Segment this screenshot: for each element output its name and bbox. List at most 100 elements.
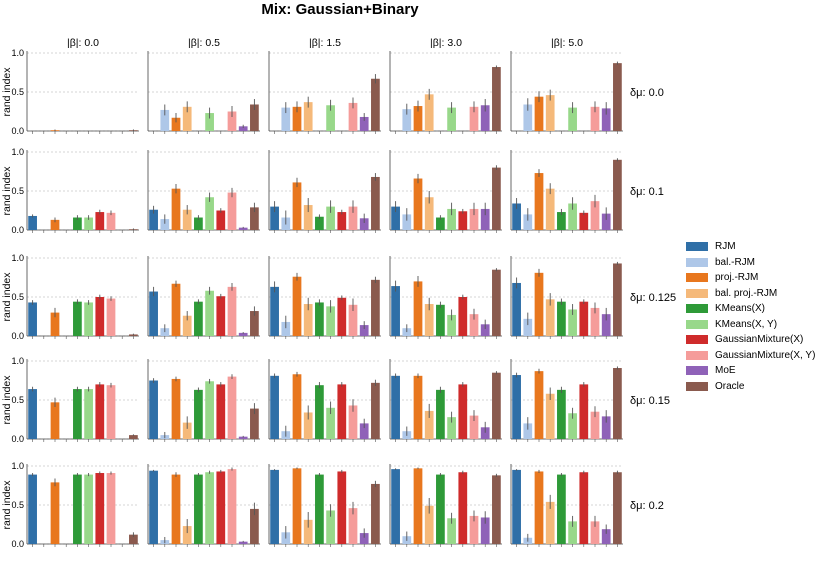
bar-9 — [492, 475, 501, 544]
bar-4 — [436, 389, 445, 439]
bar-8 — [238, 332, 248, 336]
bar-4 — [436, 217, 445, 230]
bar-2 — [534, 471, 544, 544]
bar-9 — [250, 508, 259, 544]
bar-2 — [50, 482, 60, 544]
legend-label: KMeans(X) — [715, 303, 766, 315]
bar-3 — [303, 519, 313, 544]
bar-6 — [216, 384, 226, 439]
bar-8 — [601, 108, 611, 131]
bar-0 — [391, 469, 400, 544]
bar-9 — [492, 372, 501, 439]
bar-4 — [315, 302, 324, 336]
bar-8 — [480, 324, 490, 336]
bar-0 — [391, 375, 400, 439]
bar-0 — [512, 375, 521, 439]
y-tick-label: 0.0 — [11, 331, 24, 341]
row-label: δμ: 0.125 — [630, 292, 676, 304]
bar-1 — [523, 214, 533, 230]
bar-2 — [413, 178, 423, 230]
bar-1 — [281, 107, 291, 131]
bar-0 — [512, 282, 521, 336]
bar-3 — [545, 393, 555, 439]
legend-item: GaussianMixture(X, Y) — [686, 348, 815, 364]
bar-8 — [480, 517, 490, 544]
y-tick-label: 0.0 — [11, 225, 24, 235]
bar-4 — [194, 301, 203, 336]
row-label: δμ: 0.1 — [630, 186, 664, 198]
legend: RJM bal.-RJM proj.-RJM bal. proj.-RJM KMeans… — [686, 239, 815, 394]
bar-1 — [160, 219, 170, 230]
bar-4 — [73, 217, 82, 230]
bar-4 — [557, 212, 566, 230]
y-tick-label: 0.0 — [11, 539, 24, 549]
bar-4 — [557, 301, 566, 336]
y-tick-label: 0.5 — [11, 87, 24, 97]
legend-item: bal.-RJM — [686, 255, 815, 271]
bar-8 — [601, 314, 611, 336]
bar-9 — [371, 483, 380, 544]
bar-3 — [545, 501, 555, 544]
bar-7 — [590, 307, 600, 336]
bar-5 — [447, 417, 456, 439]
bar-3 — [182, 315, 192, 336]
bar-9 — [371, 176, 380, 230]
bar-0 — [391, 286, 400, 336]
bar-7 — [106, 298, 116, 336]
bar-9 — [250, 207, 259, 230]
bar-2 — [413, 468, 423, 544]
bar-8 — [238, 227, 248, 230]
bar-2 — [534, 96, 544, 131]
bar-8 — [601, 213, 611, 230]
column-title: |β|: 5.0 — [551, 37, 583, 49]
bar-7 — [590, 411, 600, 439]
bar-7 — [590, 521, 600, 544]
bar-5 — [568, 203, 577, 230]
bar-8 — [238, 541, 248, 544]
legend-label: bal. proj.-RJM — [715, 287, 778, 299]
bar-3 — [303, 205, 313, 230]
bar-0 — [149, 380, 158, 439]
bar-2 — [413, 106, 423, 131]
y-axis-label: rand index — [1, 480, 13, 530]
bar-3 — [182, 106, 192, 131]
legend-item: GaussianMixture(X) — [686, 332, 815, 348]
y-tick-label: 0.0 — [11, 434, 24, 444]
bar-8 — [359, 218, 369, 230]
bar-0 — [391, 206, 400, 230]
bar-4 — [73, 389, 82, 439]
bar-6 — [579, 301, 589, 336]
legend-label: KMeans(X, Y) — [715, 318, 778, 330]
chart-title: Mix: Gaussian+Binary — [261, 1, 419, 18]
legend-swatch — [686, 381, 708, 391]
bar-0 — [28, 215, 37, 230]
bar-6 — [216, 471, 226, 544]
bar-3 — [545, 299, 555, 336]
bar-0 — [28, 302, 37, 336]
bar-7 — [348, 304, 358, 336]
bar-8 — [601, 529, 611, 544]
y-tick-label: 1.0 — [11, 356, 24, 366]
legend-item: bal. proj.-RJM — [686, 286, 815, 302]
bar-1 — [402, 214, 412, 230]
legend-swatch — [686, 242, 708, 252]
bar-4 — [315, 474, 324, 544]
y-axis-label: rand index — [1, 67, 13, 117]
bar-7 — [469, 106, 479, 131]
bar-8 — [359, 423, 369, 439]
bar-0 — [512, 203, 521, 230]
bar-3 — [424, 94, 434, 131]
bar-6 — [95, 297, 105, 336]
bar-8 — [480, 105, 490, 131]
row-label: δμ: 0.2 — [630, 500, 664, 512]
legend-swatch — [686, 335, 708, 345]
bar-4 — [436, 474, 445, 544]
bar-4 — [557, 474, 566, 544]
bar-3 — [303, 304, 313, 336]
bar-7 — [469, 515, 479, 544]
bar-9 — [129, 435, 138, 439]
bar-3 — [424, 410, 434, 439]
y-tick-label: 0.0 — [11, 126, 24, 136]
bar-1 — [402, 109, 412, 131]
